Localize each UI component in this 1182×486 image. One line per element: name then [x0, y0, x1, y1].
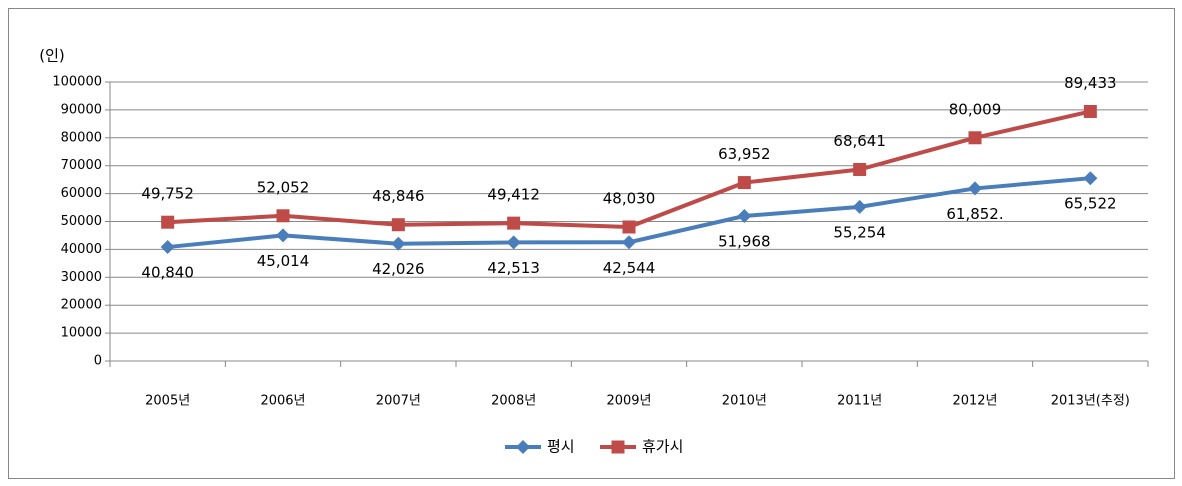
- marker: [276, 228, 290, 243]
- data-label: 80,009: [949, 100, 1002, 118]
- y-tick-label: 10000: [61, 326, 102, 341]
- marker: [853, 162, 867, 176]
- x-tick-label: 2006년: [260, 394, 305, 409]
- marker: [391, 218, 405, 232]
- x-tick-label: 2008년: [491, 394, 536, 409]
- marker: [507, 216, 521, 230]
- x-tick-label: 2011년: [837, 394, 882, 409]
- marker: [611, 440, 625, 454]
- y-tick-label: 50000: [61, 214, 102, 229]
- legend-label: 평시: [547, 438, 575, 456]
- data-label: 89,433: [1064, 74, 1117, 92]
- x-tick-label: 2005년: [145, 394, 190, 409]
- marker: [1083, 104, 1097, 118]
- data-label: 42,544: [603, 259, 656, 277]
- y-tick-label: 70000: [61, 158, 102, 173]
- y-tick-label: 90000: [61, 102, 102, 117]
- x-tick-label: 2007년: [376, 394, 421, 409]
- x-tick-label: 2009년: [606, 394, 651, 409]
- data-label: 55,254: [833, 223, 886, 241]
- legend-label: 휴가시: [642, 438, 683, 456]
- data-label: 48,846: [372, 187, 425, 205]
- data-label: 51,968: [718, 233, 771, 251]
- marker: [1083, 171, 1098, 186]
- x-tick-label: 2013년(추정): [1051, 394, 1130, 409]
- data-label: 45,014: [257, 252, 310, 270]
- data-label: 48,030: [603, 189, 656, 207]
- marker: [622, 220, 636, 234]
- data-label: 68,641: [833, 132, 886, 150]
- data-label: 49,412: [487, 186, 540, 204]
- y-tick-label: 60000: [61, 186, 102, 201]
- marker: [852, 199, 867, 214]
- y-tick-label: 30000: [61, 270, 102, 285]
- data-label: 61,852.: [946, 205, 1003, 223]
- marker: [161, 215, 175, 229]
- marker: [968, 181, 982, 196]
- data-label: 63,952: [718, 145, 771, 163]
- data-label: 40,840: [141, 264, 194, 282]
- y-tick-label: 40000: [61, 242, 102, 257]
- y-tick-label: 80000: [61, 130, 102, 145]
- data-label: 42,513: [487, 259, 540, 277]
- marker: [737, 176, 751, 190]
- marker: [737, 209, 752, 224]
- marker: [391, 236, 406, 251]
- data-label: 52,052: [257, 178, 310, 196]
- marker: [516, 440, 530, 454]
- data-label: 49,752: [141, 185, 194, 203]
- data-label: 42,026: [372, 260, 425, 278]
- marker: [968, 131, 982, 145]
- x-tick-label: 2010년: [722, 394, 767, 409]
- y-tick-label: 100000: [52, 75, 102, 90]
- data-label: 65,522: [1064, 195, 1117, 213]
- marker: [160, 240, 175, 255]
- marker: [622, 235, 636, 250]
- y-tick-label: 20000: [61, 298, 102, 313]
- x-tick-label: 2012년: [952, 394, 997, 409]
- marker: [506, 235, 521, 250]
- y-axis-label: (인): [39, 47, 65, 65]
- marker: [276, 209, 290, 223]
- y-tick-label: 0: [94, 354, 102, 369]
